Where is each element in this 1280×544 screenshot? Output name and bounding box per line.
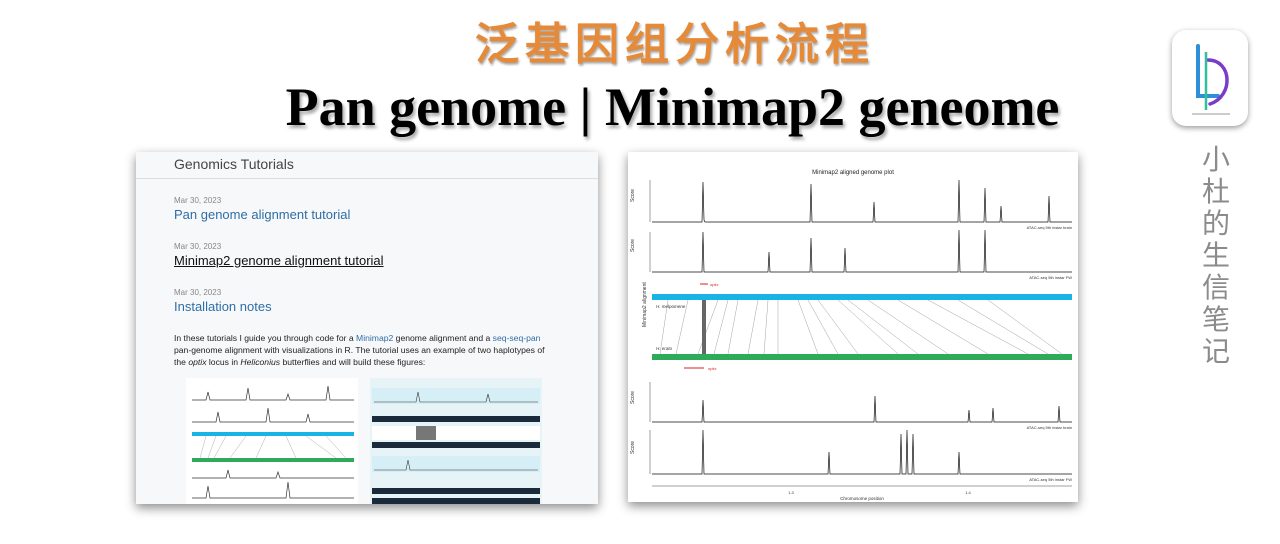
svg-text:ATAC-seq 5th instar brain: ATAC-seq 5th instar brain — [1027, 225, 1072, 230]
x-axis: 1.3 1.4 Chromosome position — [652, 485, 1072, 501]
svg-text:H. erato: H. erato — [656, 346, 673, 351]
page-title-chinese: 泛基因组分析流程 — [475, 19, 875, 70]
svg-text:ATAC-seq 5th instar brain: ATAC-seq 5th instar brain — [1027, 425, 1072, 430]
header-divider — [136, 178, 598, 179]
minimap2-plot-panel: Minimap2 aligned genome plot Score ATAC-… — [628, 152, 1078, 502]
post-date: Mar 30, 2023 — [174, 242, 222, 251]
thumbnail-pan-genome-plot — [370, 378, 542, 504]
figure-thumbnails — [186, 378, 542, 504]
svg-text:1.3: 1.3 — [788, 490, 794, 495]
minimap2-link[interactable]: Minimap2 — [356, 333, 394, 343]
intro-paragraph: In these tutorials I guide you through c… — [174, 333, 545, 367]
signal-track-4: Score ATAC-seq 5th instar FW — [630, 429, 1072, 482]
thumbnail-minimap2-plot — [186, 378, 358, 504]
svg-text:Minimap2 alignment: Minimap2 alignment — [642, 282, 648, 327]
svg-text:optix: optix — [710, 282, 718, 287]
alignment-panel: optix Minimap2 alignment H. melpomene H.… — [642, 282, 1072, 371]
x-axis-label: Chromosome position — [840, 496, 884, 501]
seq-seq-pan-link[interactable]: seq-seq-pan — [492, 333, 541, 343]
page-title-english: Pan genome | Minimap2 geneome — [285, 77, 1060, 137]
svg-text:optix: optix — [708, 366, 716, 371]
signal-track-2: Score ATAC-seq 5th instar FW — [630, 229, 1072, 280]
svg-text:Score: Score — [630, 391, 636, 404]
blog-screenshot-panel: Genomics Tutorials Mar 30, 2023 Pan geno… — [136, 152, 598, 504]
author-vertical-text: 小 杜 的 生 信 笔 记 — [1201, 143, 1230, 368]
svg-text:H. melpomene: H. melpomene — [656, 304, 686, 309]
genome-plot-svg: Minimap2 aligned genome plot Score ATAC-… — [630, 170, 1072, 501]
signal-track-3: Score ATAC-seq 5th instar brain — [630, 382, 1072, 430]
top-haplotype-bar — [652, 294, 1072, 300]
ld-monogram-logo-icon — [1172, 30, 1248, 126]
bottom-haplotype-bar — [652, 354, 1072, 360]
svg-text:Score: Score — [630, 239, 636, 252]
svg-text:ATAC-seq 5th instar FW: ATAC-seq 5th instar FW — [1029, 275, 1072, 280]
plot-title: Minimap2 aligned genome plot — [812, 170, 894, 176]
signal-track-1: Score ATAC-seq 5th instar brain — [630, 179, 1072, 230]
svg-text:1.4: 1.4 — [965, 490, 971, 495]
post-link-installation[interactable]: Installation notes — [174, 299, 272, 314]
svg-text:Score: Score — [630, 189, 636, 202]
post-link-minimap2[interactable]: Minimap2 genome alignment tutorial — [174, 253, 384, 268]
post-date: Mar 30, 2023 — [174, 196, 222, 205]
post-date: Mar 30, 2023 — [174, 288, 222, 297]
site-title[interactable]: Genomics Tutorials — [174, 156, 294, 172]
svg-text:Score: Score — [630, 441, 636, 454]
svg-text:ATAC-seq 5th instar FW: ATAC-seq 5th instar FW — [1029, 477, 1072, 482]
post-link-pan-genome[interactable]: Pan genome alignment tutorial — [174, 207, 351, 222]
